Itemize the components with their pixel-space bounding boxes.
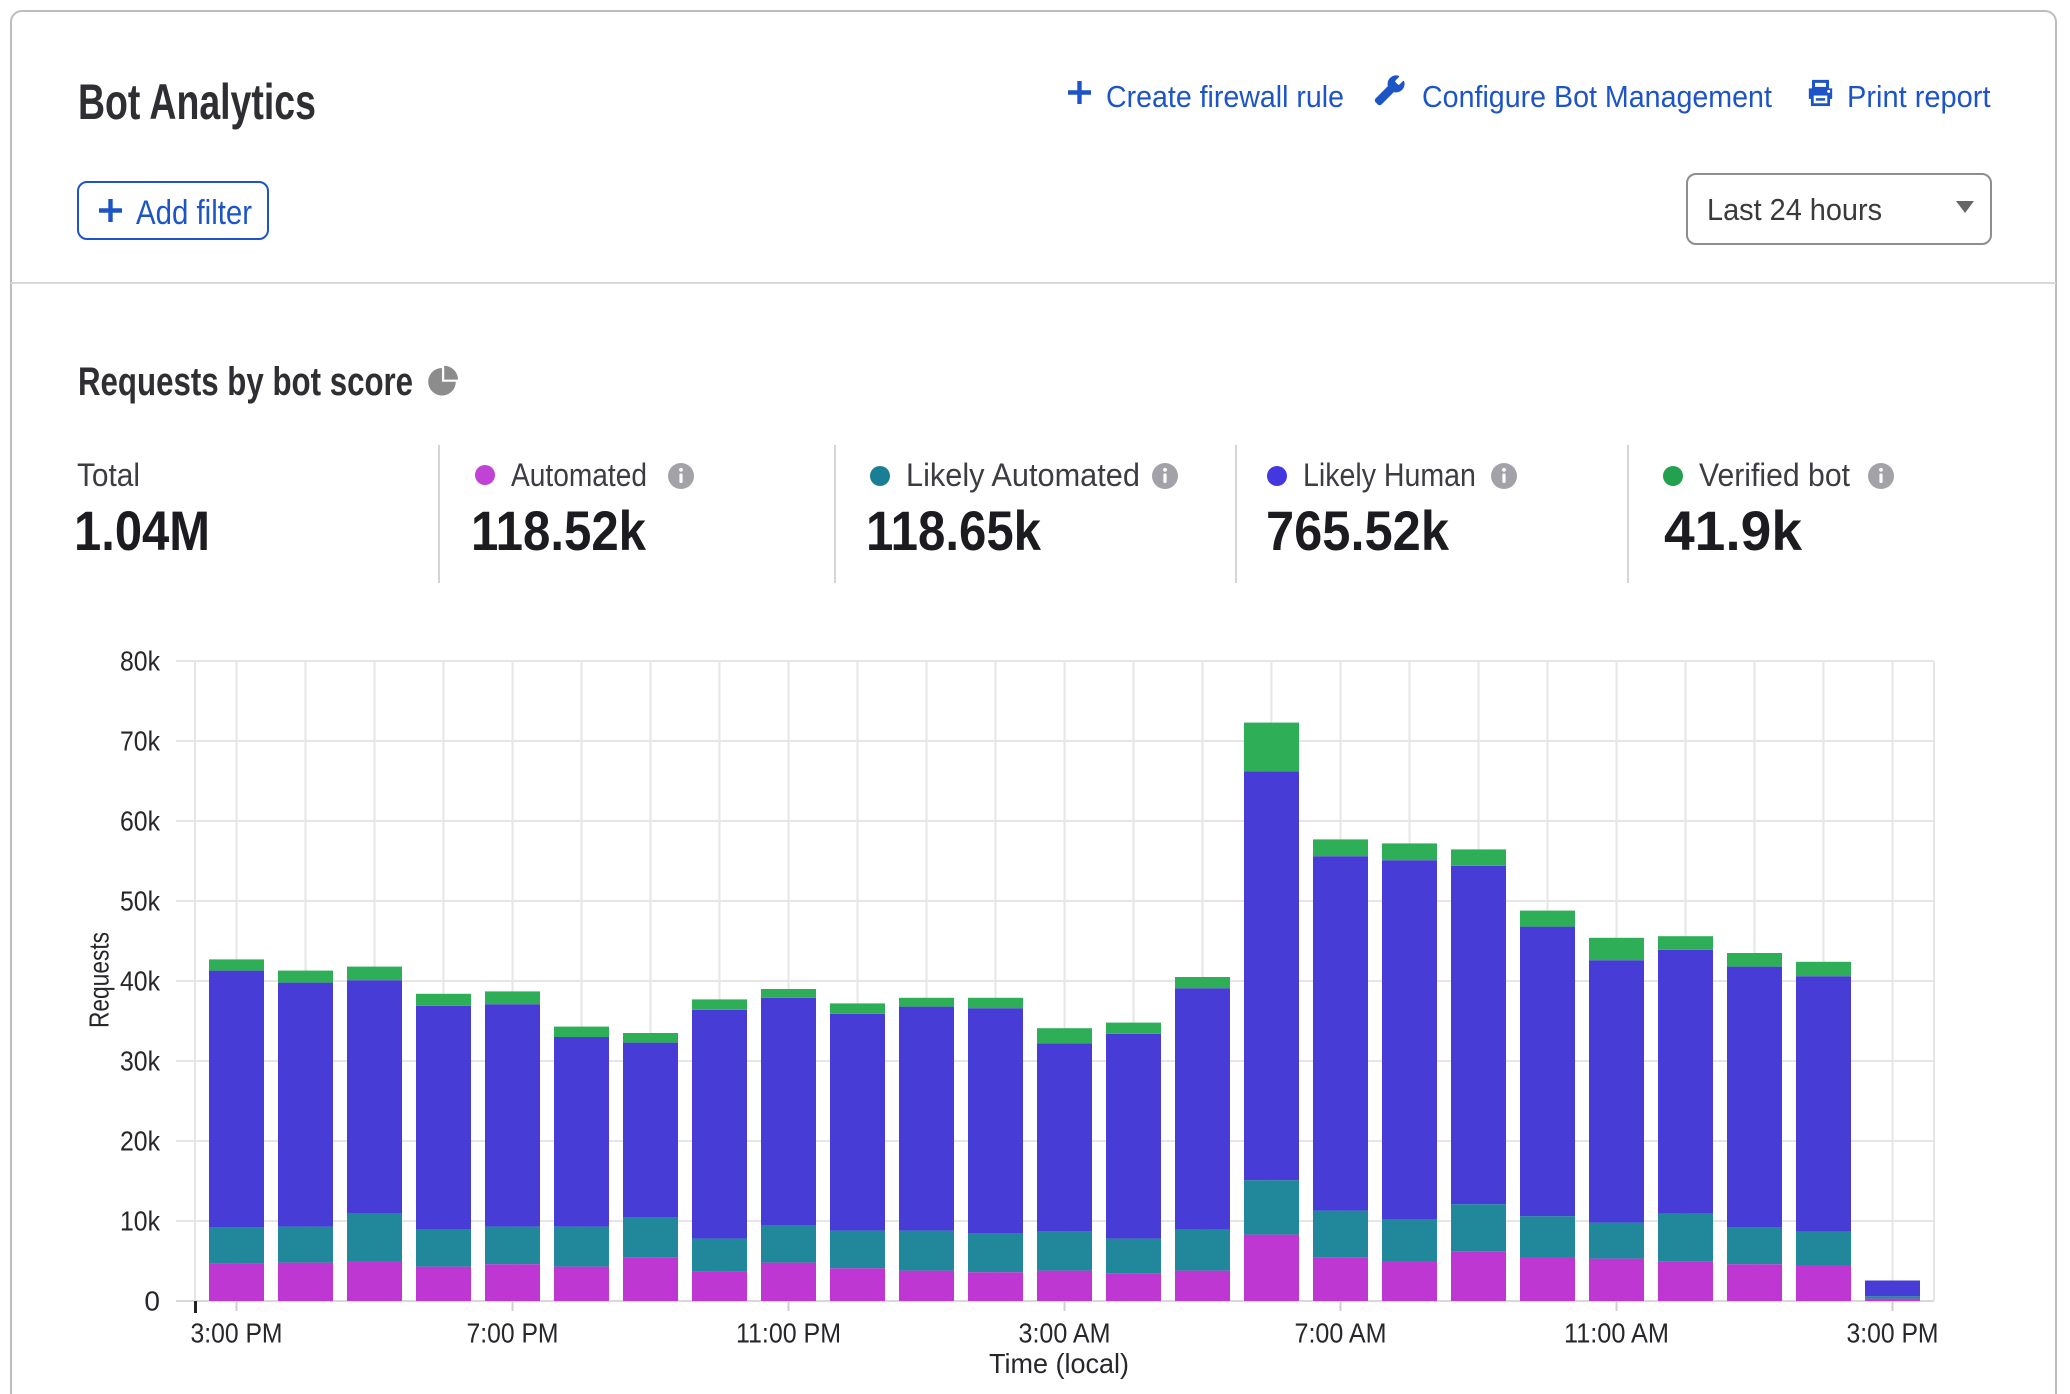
svg-text:60k: 60k <box>120 806 161 837</box>
svg-text:11:00 PM: 11:00 PM <box>736 1318 841 1349</box>
svg-text:80k: 80k <box>120 646 161 677</box>
svg-text:30k: 30k <box>120 1046 161 1077</box>
svg-text:Requests: Requests <box>84 932 115 1028</box>
svg-text:Time (local): Time (local) <box>989 1348 1129 1379</box>
svg-text:50k: 50k <box>120 886 161 917</box>
svg-text:3:00 PM: 3:00 PM <box>191 1318 283 1349</box>
svg-text:40k: 40k <box>120 966 161 997</box>
svg-text:20k: 20k <box>120 1126 161 1157</box>
svg-text:7:00 PM: 7:00 PM <box>467 1318 559 1349</box>
svg-text:7:00 AM: 7:00 AM <box>1295 1318 1387 1349</box>
svg-text:70k: 70k <box>120 726 161 757</box>
svg-text:3:00 PM: 3:00 PM <box>1847 1318 1939 1349</box>
svg-text:3:00 AM: 3:00 AM <box>1019 1318 1111 1349</box>
svg-text:11:00 AM: 11:00 AM <box>1564 1318 1669 1349</box>
svg-text:0: 0 <box>144 1286 160 1317</box>
svg-text:10k: 10k <box>120 1206 161 1237</box>
